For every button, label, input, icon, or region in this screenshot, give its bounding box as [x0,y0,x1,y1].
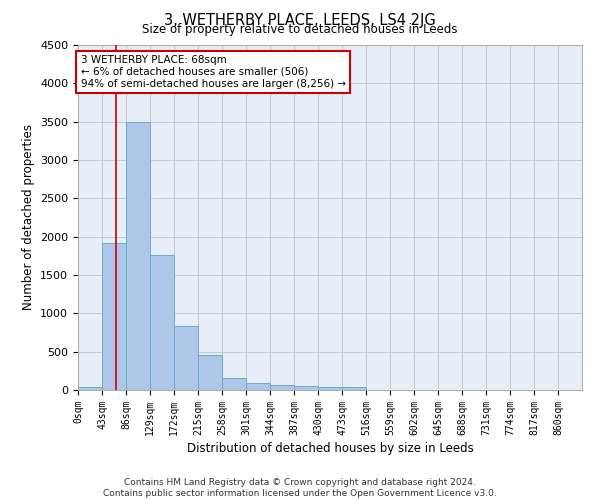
Text: 3, WETHERBY PLACE, LEEDS, LS4 2JG: 3, WETHERBY PLACE, LEEDS, LS4 2JG [164,12,436,28]
Text: Size of property relative to detached houses in Leeds: Size of property relative to detached ho… [142,22,458,36]
Bar [174,326,198,390]
Bar [222,378,246,390]
Bar [318,388,342,390]
Bar [150,255,174,390]
X-axis label: Distribution of detached houses by size in Leeds: Distribution of detached houses by size … [187,442,473,455]
Bar [126,122,150,390]
Bar [102,243,126,390]
Bar [78,387,102,390]
Y-axis label: Number of detached properties: Number of detached properties [22,124,35,310]
Bar [294,386,318,390]
Text: 3 WETHERBY PLACE: 68sqm
← 6% of detached houses are smaller (506)
94% of semi-de: 3 WETHERBY PLACE: 68sqm ← 6% of detached… [80,56,346,88]
Bar [198,354,222,390]
Bar [342,388,366,390]
Bar [246,382,270,390]
Text: Contains HM Land Registry data © Crown copyright and database right 2024.
Contai: Contains HM Land Registry data © Crown c… [103,478,497,498]
Bar [270,386,294,390]
